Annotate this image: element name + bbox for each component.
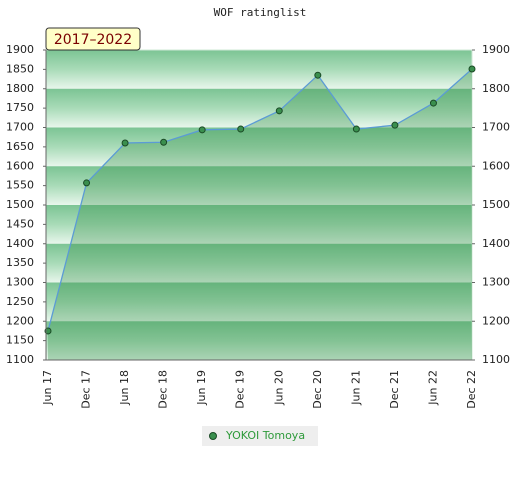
y2-tick-label: 1600 (482, 159, 510, 172)
y-tick-label: 1650 (6, 140, 34, 153)
x-tick-label: Dec 17 (80, 370, 93, 409)
y-tick-label: 1300 (6, 276, 34, 289)
y-tick-label: 1700 (6, 121, 34, 134)
y-tick-label: 1550 (6, 179, 34, 192)
y-tick-label: 1850 (6, 62, 34, 75)
x-tick-label: Dec 21 (388, 370, 401, 409)
series-line (47, 68, 473, 332)
y-tick-label: 1800 (6, 82, 34, 95)
band (46, 282, 472, 322)
series-area (48, 68, 472, 361)
plot-background (45, 49, 473, 361)
x-tick-label: Jun 22 (426, 370, 439, 406)
y-tick-label: 1250 (6, 295, 34, 308)
point (160, 138, 168, 146)
x-tick-label: Jun 18 (118, 370, 131, 406)
y2-tick-label: 1400 (482, 237, 510, 250)
band (46, 166, 472, 205)
point (83, 179, 91, 187)
y2-tick-label: 1100 (482, 353, 510, 366)
y-tick-label: 1600 (6, 159, 34, 172)
band (46, 321, 472, 360)
y-tick-label: 1900 (6, 43, 34, 56)
x-tick-label: Dec 19 (234, 370, 247, 409)
legend-box (202, 426, 318, 446)
y-tick-label: 1500 (6, 198, 34, 211)
x-tick-label: Dec 22 (465, 370, 478, 409)
point (237, 125, 245, 133)
legend-label: YOKOI Tomoya (225, 429, 305, 442)
y2-tick-label: 1900 (482, 43, 510, 56)
y2-tick-label: 1500 (482, 198, 510, 211)
y2-tick-label: 1200 (482, 314, 510, 327)
x-tick-label: Dec 20 (311, 370, 324, 409)
x-tick-label: Dec 18 (157, 370, 170, 409)
y2-tick-label: 1700 (482, 121, 510, 134)
y-tick-label: 1750 (6, 101, 34, 114)
y-tick-label: 1150 (6, 334, 34, 347)
point (275, 107, 283, 115)
point (429, 99, 437, 107)
point (314, 71, 322, 79)
point (198, 126, 206, 134)
y-tick-label: 1100 (6, 353, 34, 366)
badge-box (45, 27, 141, 51)
badge: 2017–2022 (54, 32, 132, 48)
x-tick-label: Jun 20 (272, 370, 285, 406)
band (46, 127, 472, 167)
y2-tick-label: 1300 (482, 276, 510, 289)
y2-tick-label: 1800 (482, 82, 510, 95)
legend-marker (209, 432, 217, 440)
band (46, 50, 472, 89)
point (352, 125, 360, 133)
x-tick-label: Jun 19 (195, 370, 208, 406)
point (468, 65, 476, 73)
band (46, 243, 472, 283)
y-tick-label: 1450 (6, 217, 34, 230)
band (46, 205, 472, 244)
y-tick-label: 1350 (6, 256, 34, 269)
y-tick-label: 1200 (6, 314, 34, 327)
y-tick-label: 1400 (6, 237, 34, 250)
point (391, 121, 399, 129)
point (121, 139, 129, 147)
chart-title: WOF ratinglist (214, 6, 307, 19)
x-tick-label: Jun 17 (41, 370, 54, 406)
x-tick-label: Jun 21 (349, 370, 362, 406)
